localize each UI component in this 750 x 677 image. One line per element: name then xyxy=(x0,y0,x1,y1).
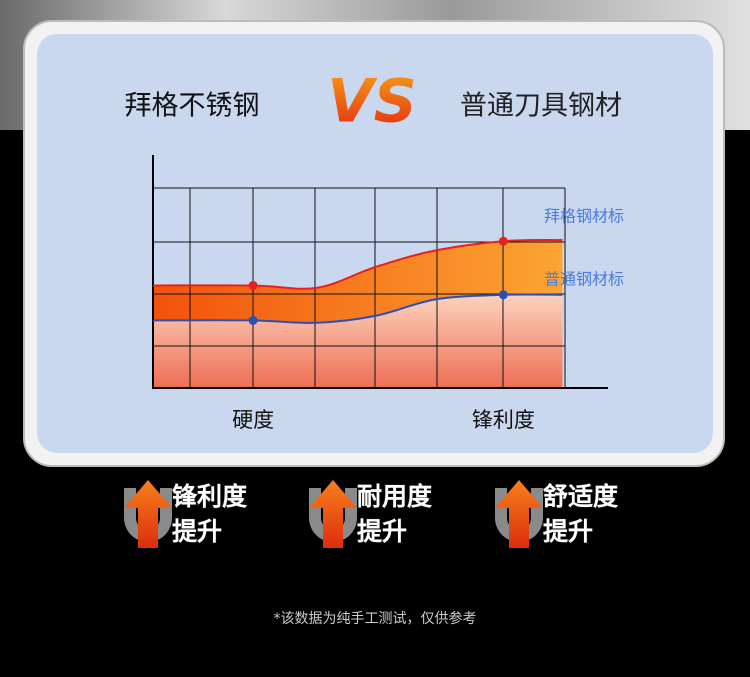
point xyxy=(248,315,258,325)
legend-label: 拜格钢材标 xyxy=(544,207,624,226)
arrow-icon xyxy=(495,480,543,548)
point xyxy=(498,290,508,300)
legend-label: 普通钢材标 xyxy=(544,270,624,289)
arrow-icon xyxy=(124,480,172,548)
grid xyxy=(153,187,566,388)
plot xyxy=(153,240,563,388)
left-title: 拜格不锈钢 xyxy=(125,91,260,122)
badge-title: 锋利度 xyxy=(172,482,247,511)
badge-title: 舒适度 xyxy=(543,482,618,511)
badge-sub: 提升 xyxy=(357,517,407,546)
vs-mark: VS xyxy=(327,67,417,137)
right-title: 普通刀具钢材 xyxy=(460,91,622,122)
badge-title: 耐用度 xyxy=(357,482,432,511)
footnote: *该数据为纯手工测试，仅供参考 xyxy=(274,610,477,627)
x-tick-label: 硬度 xyxy=(232,408,274,432)
arrow-icon xyxy=(309,480,357,548)
x-tick-label: 锋利度 xyxy=(472,408,535,432)
point xyxy=(498,236,508,246)
point xyxy=(248,280,258,290)
area xyxy=(153,294,563,388)
badge-sub: 提升 xyxy=(543,517,593,546)
badge-sub: 提升 xyxy=(172,517,222,546)
